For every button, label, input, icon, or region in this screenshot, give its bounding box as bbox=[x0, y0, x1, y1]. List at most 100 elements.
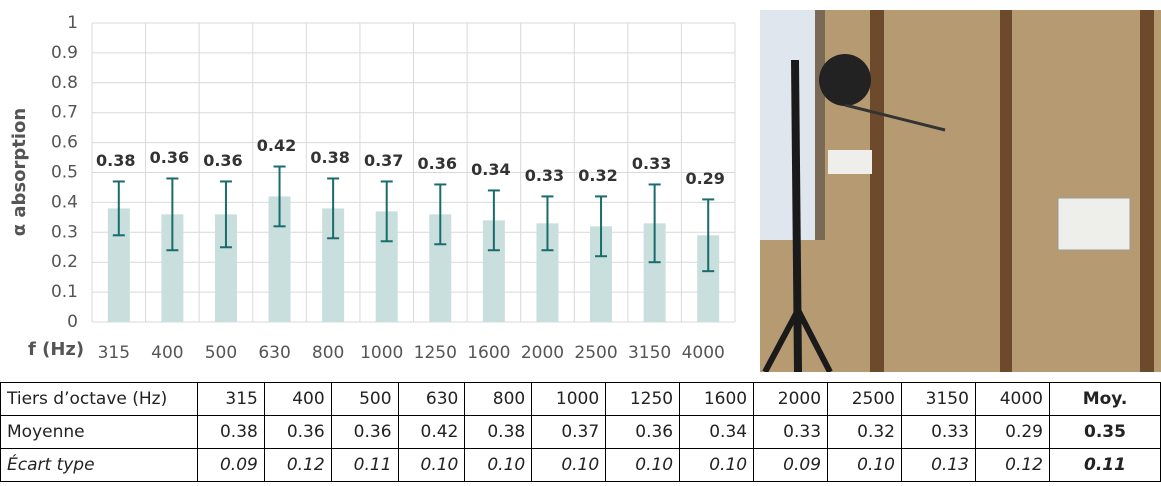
table-cell: 0.36 bbox=[605, 415, 681, 449]
tripod-leg bbox=[795, 308, 833, 372]
x-tick-label: 2500 bbox=[574, 343, 617, 363]
data-label: 0.37 bbox=[364, 151, 403, 170]
table-cell: 4000 bbox=[974, 382, 1051, 416]
error-bar bbox=[380, 180, 393, 243]
x-tick-label: 500 bbox=[205, 343, 237, 363]
error-bar bbox=[112, 180, 125, 237]
bar bbox=[429, 214, 452, 322]
table-cell: 315 bbox=[197, 382, 265, 416]
table-cell: 1250 bbox=[605, 382, 681, 416]
bar bbox=[482, 220, 505, 322]
x-tick-label: 400 bbox=[151, 343, 183, 363]
tripod-leg bbox=[762, 308, 801, 372]
table-cell: 0.10 bbox=[464, 448, 533, 482]
y-tick-label: 0.1 bbox=[51, 282, 78, 302]
bar bbox=[697, 235, 720, 322]
table-cell: 1000 bbox=[531, 382, 607, 416]
bar bbox=[268, 196, 291, 322]
x-tick-label: 1000 bbox=[360, 343, 403, 363]
plank bbox=[1000, 10, 1012, 372]
bar bbox=[536, 223, 559, 322]
table-cell: 500 bbox=[330, 382, 399, 416]
table-cell: 0.09 bbox=[197, 448, 265, 482]
error-bar bbox=[273, 165, 286, 228]
y-tick-label: 0.6 bbox=[51, 133, 78, 153]
y-tick-label: 0.2 bbox=[51, 252, 78, 272]
table-cell: 0.10 bbox=[679, 448, 755, 482]
table-cell: 0.34 bbox=[679, 415, 755, 449]
table-cell: 0.09 bbox=[753, 448, 829, 482]
data-label: 0.42 bbox=[257, 136, 296, 155]
table-cell: Tiers d’octave (Hz) bbox=[0, 382, 198, 416]
table-cell: 630 bbox=[397, 382, 466, 416]
table-cell: 2000 bbox=[753, 382, 829, 416]
bar bbox=[107, 208, 130, 322]
y-tick-label: 0.9 bbox=[51, 43, 78, 63]
x-tick-label: 3150 bbox=[628, 343, 671, 363]
table-cell: 0.33 bbox=[900, 415, 976, 449]
x-axis-title: f (Hz) bbox=[28, 339, 84, 360]
table-cell: 0.36 bbox=[263, 415, 332, 449]
table-cell: 0.38 bbox=[197, 415, 265, 449]
x-tick-label: 315 bbox=[98, 343, 130, 363]
y-axis-title: α absorption bbox=[9, 108, 30, 236]
plank bbox=[1140, 10, 1154, 372]
plank bbox=[870, 10, 884, 372]
chart: α absorption f (Hz) 0 0.1 0.2 0.3 0.4 0.5 0.6 0… bbox=[9, 13, 736, 363]
table-cell: 0.42 bbox=[397, 415, 466, 449]
tripod bbox=[791, 59, 802, 372]
y-tick-label: 0.8 bbox=[51, 73, 78, 93]
switch bbox=[828, 150, 872, 174]
table-cell: 3150 bbox=[900, 382, 976, 416]
table-cell: 0.29 bbox=[974, 415, 1051, 449]
x-tick-label: 4000 bbox=[682, 343, 725, 363]
data-label: 0.32 bbox=[578, 166, 617, 185]
x-tick-label: 2000 bbox=[521, 343, 564, 363]
data-label: 0.36 bbox=[203, 151, 242, 170]
bar bbox=[214, 214, 237, 322]
table-row: Tiers d’octave (Hz) 315 400 500 630 800 1000 12… bbox=[0, 382, 1161, 416]
y-tick-label: 0.7 bbox=[51, 103, 78, 123]
y-tick-label: 1 bbox=[67, 13, 78, 33]
table-cell: 1600 bbox=[679, 382, 755, 416]
error-bar bbox=[327, 177, 340, 240]
error-bar bbox=[166, 177, 179, 252]
data-table: Tiers d’octave (Hz) 315 400 500 630 800 1000 12… bbox=[0, 382, 1161, 482]
table-cell: 0.13 bbox=[900, 448, 976, 482]
table-cell: 0.12 bbox=[263, 448, 332, 482]
table-cell: Moyenne bbox=[0, 415, 198, 449]
table-cell: 2500 bbox=[827, 382, 902, 416]
data-label: 0.38 bbox=[96, 151, 135, 170]
data-label: 0.38 bbox=[310, 148, 349, 167]
y-tick-label: 0.3 bbox=[51, 222, 78, 242]
error-bar bbox=[648, 183, 661, 264]
data-label: 0.34 bbox=[471, 160, 510, 179]
bar bbox=[590, 226, 613, 322]
bar bbox=[375, 211, 398, 322]
bar bbox=[322, 208, 345, 322]
data-label: 0.36 bbox=[418, 154, 457, 173]
window bbox=[760, 10, 820, 240]
table-cell: 0.10 bbox=[827, 448, 902, 482]
table-cell: 0.11 bbox=[1049, 448, 1161, 482]
photo bbox=[760, 10, 1161, 372]
error-bar bbox=[595, 195, 608, 258]
bar bbox=[643, 223, 666, 322]
bar bbox=[161, 214, 184, 322]
x-tick-label: 1250 bbox=[414, 343, 457, 363]
table-row: Moyenne 0.38 0.36 0.36 0.42 0.38 0.37 0.36 0.34 0… bbox=[0, 415, 1161, 449]
x-tick-label: 800 bbox=[312, 343, 344, 363]
y-tick-label: 0.5 bbox=[51, 163, 78, 183]
data-label: 0.36 bbox=[150, 148, 189, 167]
data-label: 0.33 bbox=[525, 166, 564, 185]
table-cell: 800 bbox=[464, 382, 533, 416]
table-cell: 0.11 bbox=[330, 448, 399, 482]
table-cell: 0.10 bbox=[397, 448, 466, 482]
table-cell: 0.32 bbox=[827, 415, 902, 449]
table-cell: 0.36 bbox=[330, 415, 399, 449]
error-bar bbox=[434, 183, 447, 246]
table-cell: 0.33 bbox=[753, 415, 829, 449]
table-cell: 0.12 bbox=[974, 448, 1051, 482]
error-bar bbox=[219, 180, 232, 249]
